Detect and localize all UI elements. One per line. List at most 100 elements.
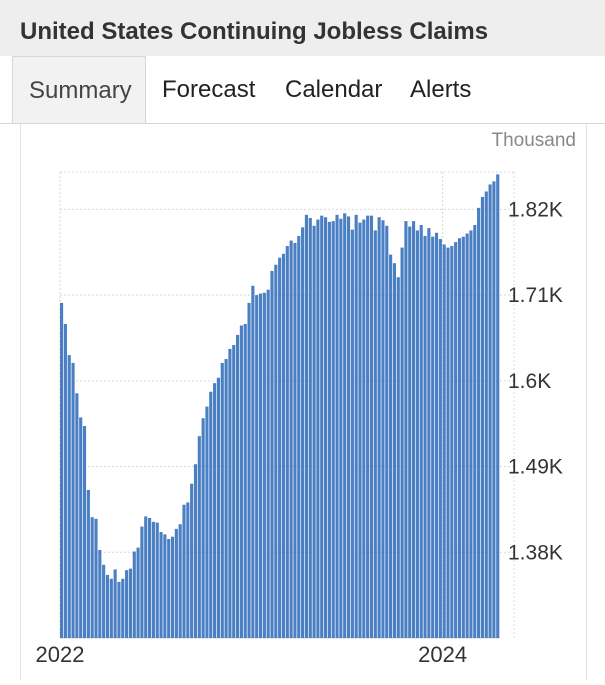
tab-forecast[interactable]: Forecast: [162, 76, 256, 103]
bar: [331, 221, 335, 639]
bar: [209, 391, 213, 638]
bar: [434, 232, 439, 639]
bar: [457, 238, 462, 638]
bar: [339, 218, 343, 638]
bar: [415, 230, 419, 638]
bar: [324, 217, 328, 638]
jobless-claims-chart: 1.38K 1.49K 1.6K 1.71K 1.82K 2022 2024 Thousan…: [36, 130, 576, 667]
bar: [377, 217, 381, 638]
bar: [186, 502, 190, 638]
bar: [297, 235, 301, 638]
chart-container: 1.38K 1.49K 1.6K 1.71K 1.82K 2022 2024 Thousan…: [0, 124, 605, 680]
bar: [155, 522, 159, 638]
bar: [281, 253, 286, 638]
unit-label: Thousand: [491, 130, 576, 151]
bar: [258, 293, 263, 638]
bar: [251, 285, 255, 638]
page-title: United States Continuing Jobless Claims: [20, 18, 489, 45]
bar: [473, 224, 477, 638]
bar: [144, 516, 148, 638]
bar: [366, 215, 370, 638]
tab-summary[interactable]: Summary: [12, 56, 146, 123]
x-tick-label: 2022: [36, 642, 85, 667]
bar: [266, 289, 270, 638]
bar: [438, 239, 442, 638]
bar: [465, 233, 469, 638]
bar: [167, 539, 171, 638]
bar: [354, 214, 358, 638]
bar: [343, 213, 347, 638]
label-layer: 1.38K 1.49K 1.6K 1.71K 1.82K 2022 2024: [36, 198, 563, 667]
bar: [125, 570, 129, 638]
bar: [308, 217, 312, 638]
bar: [274, 264, 278, 638]
bar: [117, 581, 121, 638]
bar: [228, 348, 232, 638]
bar: [79, 417, 83, 638]
bar: [239, 325, 243, 638]
bar: [427, 228, 431, 638]
bar: [82, 426, 87, 638]
bar: [381, 220, 385, 638]
bar: [67, 355, 71, 638]
bar: [190, 483, 194, 638]
header-bar: United States Continuing Jobless Claims: [0, 0, 605, 64]
x-tick-label: 2024: [418, 642, 467, 667]
panel-right-border: [586, 124, 587, 680]
bar: [121, 578, 125, 638]
bar: [109, 578, 113, 638]
bar: [182, 504, 186, 638]
tab-alerts[interactable]: Alerts: [410, 76, 472, 103]
bar: [197, 436, 201, 638]
bar: [247, 302, 251, 638]
y-tick-label: 1.38K: [508, 541, 563, 564]
bar: [496, 174, 500, 638]
tab-bar: Summary Forecast Calendar Alerts: [0, 56, 605, 124]
bar: [205, 406, 209, 638]
bar: [289, 240, 293, 638]
bar: [316, 219, 320, 639]
bar: [480, 196, 485, 638]
bar: [163, 534, 167, 638]
bar: [400, 247, 404, 638]
bar: [488, 184, 492, 638]
bar: [358, 222, 362, 639]
bar: [140, 526, 144, 638]
bar: [362, 219, 366, 639]
bar: [461, 236, 465, 638]
bar: [469, 230, 473, 638]
bar: [98, 549, 102, 638]
bar: [446, 247, 450, 638]
bar: [412, 221, 416, 639]
bar: [304, 214, 309, 638]
bar: [301, 227, 305, 638]
bar: [392, 263, 397, 638]
bar: [243, 323, 247, 638]
bar: [450, 246, 454, 639]
bar: [255, 295, 259, 638]
y-tick-label: 1.49K: [508, 456, 563, 479]
bar: [132, 551, 136, 638]
bar: [201, 418, 205, 638]
y-tick-label: 1.82K: [508, 198, 563, 221]
tab-calendar[interactable]: Calendar: [285, 76, 383, 103]
bar: [327, 221, 331, 638]
bar: [270, 270, 274, 638]
bar: [159, 532, 163, 638]
bar: [454, 242, 458, 638]
bar: [60, 302, 64, 638]
bar: [128, 568, 133, 638]
bar: [170, 536, 175, 638]
bar: [312, 225, 316, 638]
bar: [148, 517, 152, 638]
bar: [90, 517, 94, 638]
y-tick-label: 1.6K: [508, 370, 551, 393]
bar: [442, 244, 446, 639]
bar: [213, 383, 217, 638]
bar: [404, 221, 408, 639]
bar: [373, 230, 377, 638]
bar: [477, 207, 481, 638]
bar: [136, 547, 140, 638]
bar: [385, 225, 389, 638]
y-tick-label: 1.71K: [508, 284, 563, 307]
